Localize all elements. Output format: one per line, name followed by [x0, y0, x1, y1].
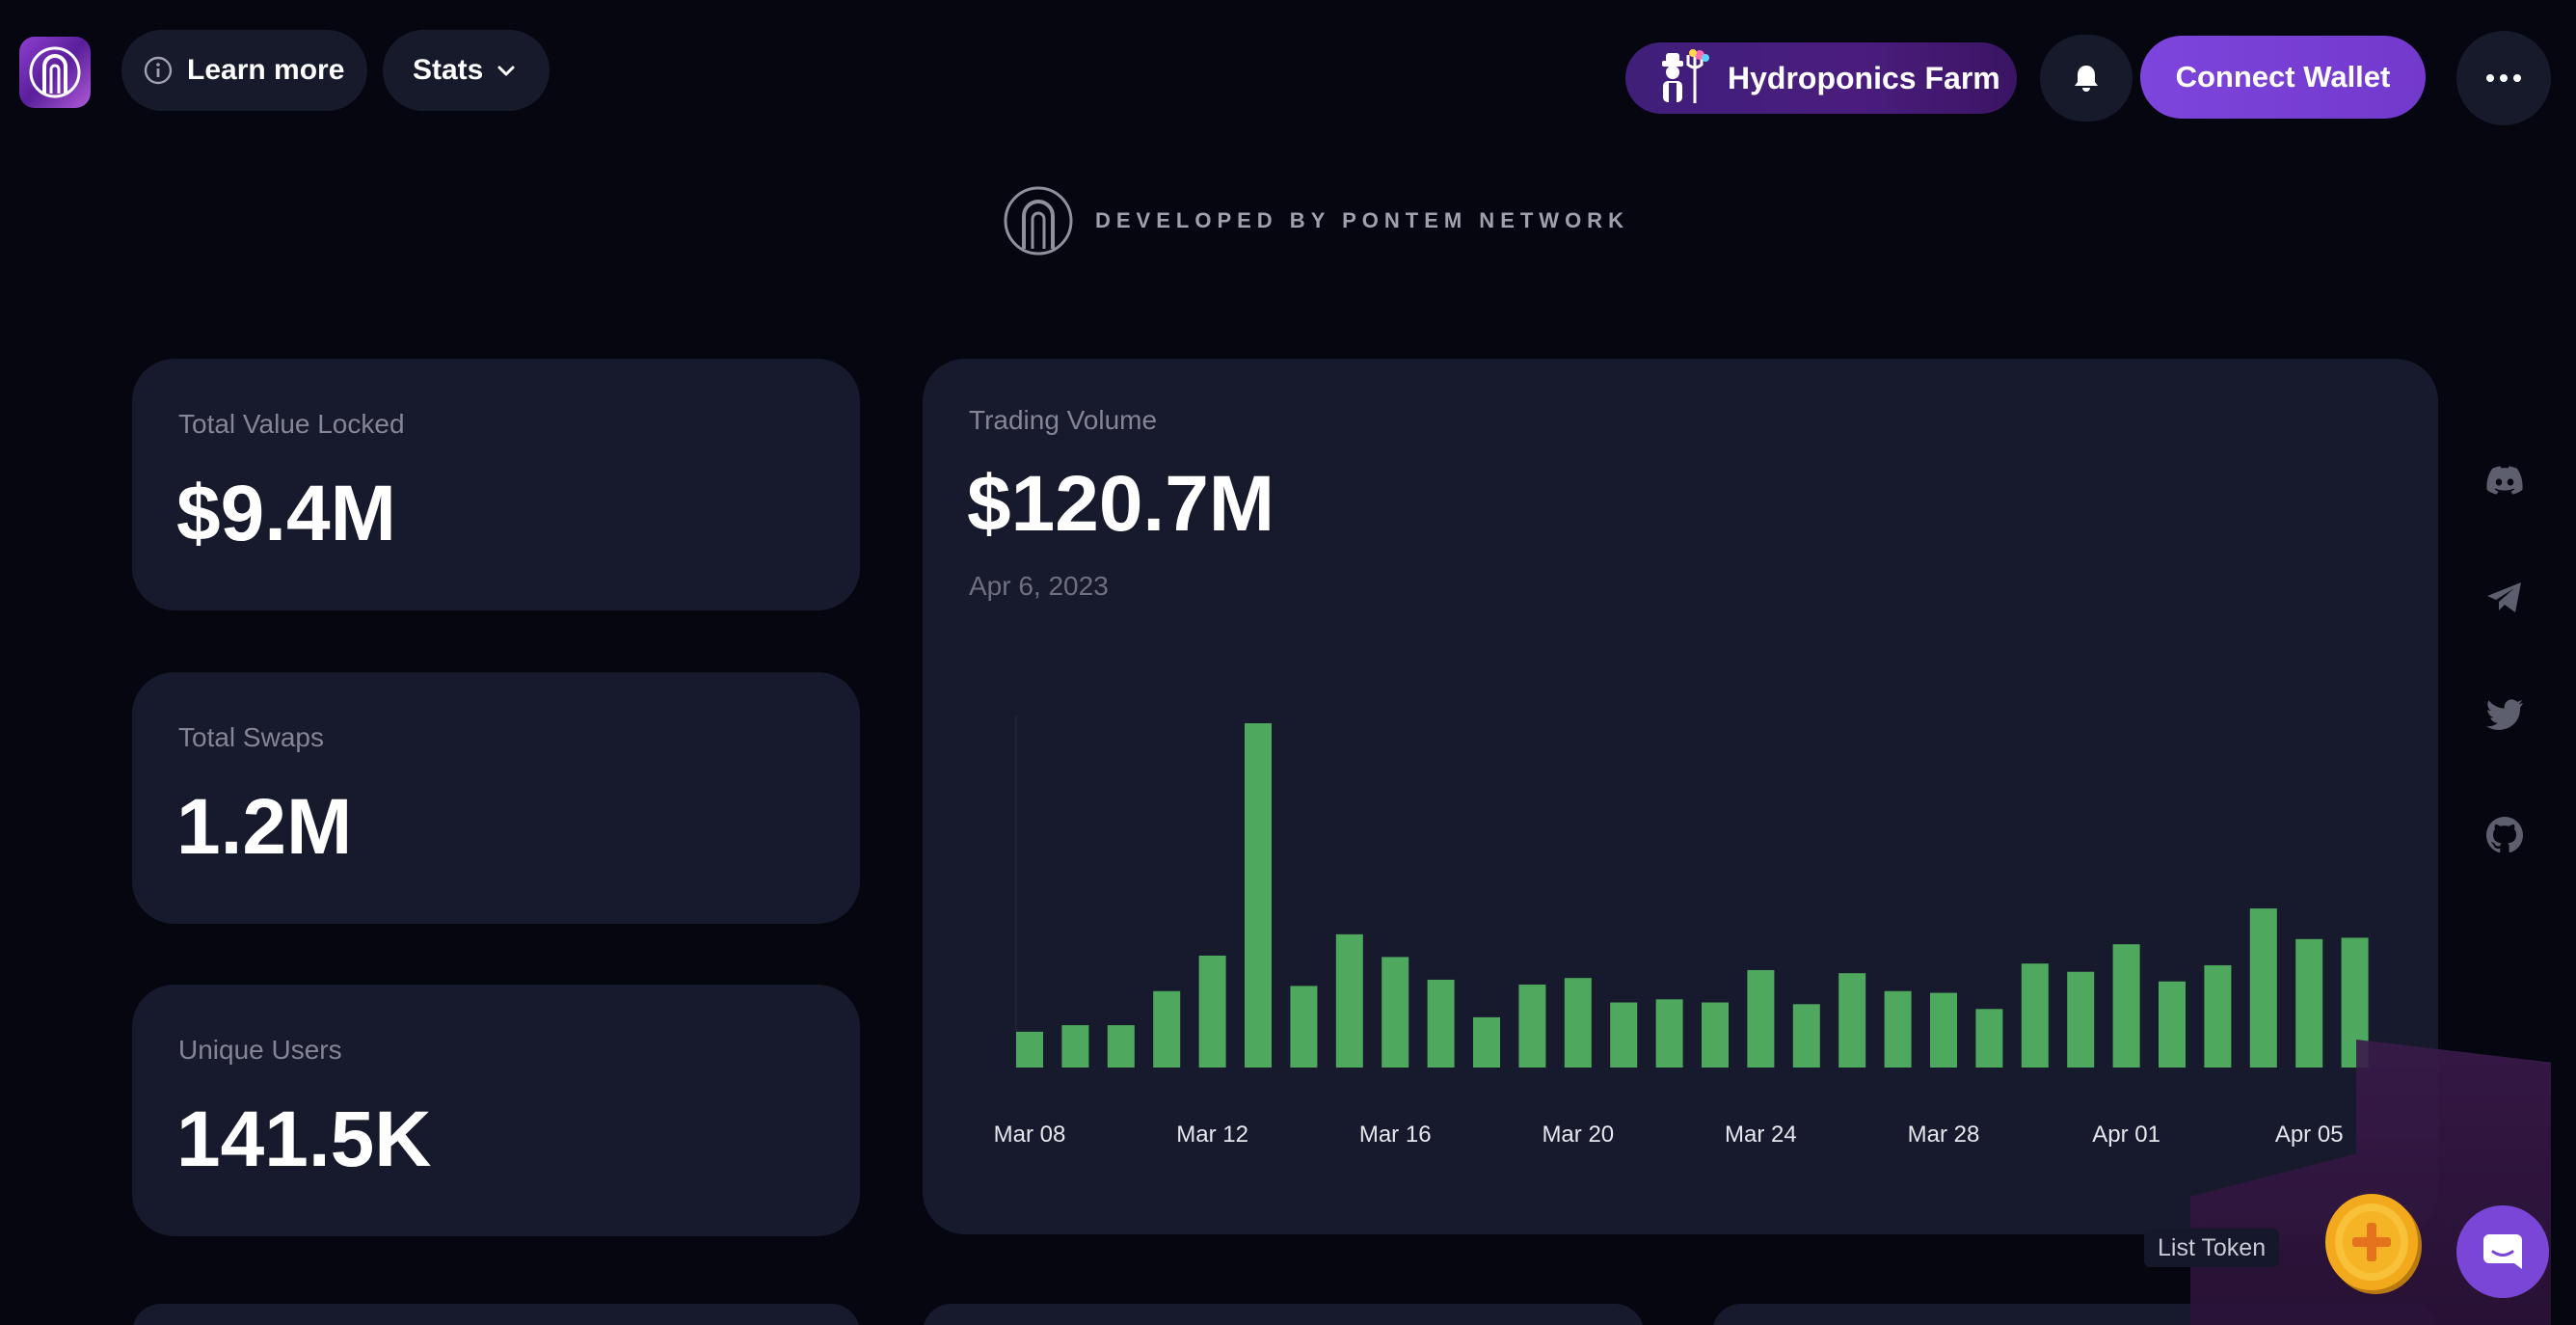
- tvl-card: Total Value Locked $9.4M: [132, 359, 860, 610]
- chart-bar[interactable]: [1198, 955, 1226, 1068]
- pontem-logo-icon: [29, 46, 81, 98]
- chart-bar[interactable]: [2067, 971, 2095, 1068]
- chart-bar[interactable]: [1061, 1025, 1089, 1068]
- list-token-button[interactable]: [2323, 1192, 2424, 1296]
- list-token-label: List Token: [2158, 1233, 2267, 1261]
- x-tick-label: Mar 16: [1359, 1122, 1432, 1148]
- chevron-down-icon: [497, 66, 515, 76]
- pontem-network-logo-icon: [1004, 186, 1073, 256]
- more-menu-button[interactable]: [2456, 31, 2551, 125]
- bottom-card-2: [923, 1304, 1644, 1325]
- chart-bar[interactable]: [1930, 992, 1957, 1068]
- x-tick-label: Mar 08: [994, 1122, 1066, 1148]
- x-tick-label: Mar 28: [1908, 1122, 1980, 1148]
- github-icon: [2486, 817, 2523, 853]
- unique-users-label: Unique Users: [178, 1035, 342, 1065]
- stats-dropdown[interactable]: Stats: [383, 30, 550, 111]
- chart-bar[interactable]: [1153, 990, 1181, 1068]
- bottom-card-1: [132, 1304, 860, 1325]
- twitter-icon: [2485, 699, 2523, 730]
- chart-bar[interactable]: [1747, 969, 1775, 1068]
- trading-volume-chart: Mar 08 Mar 12 Mar 16 Mar 20 Mar 24 Mar 28 Apr …: [994, 716, 2369, 1148]
- chart-bar[interactable]: [1610, 1002, 1638, 1068]
- total-swaps-label: Total Swaps: [178, 722, 324, 752]
- x-tick-label: Mar 24: [1725, 1122, 1797, 1148]
- info-icon: [144, 56, 173, 85]
- chart-bar[interactable]: [2112, 944, 2140, 1068]
- gold-coin-plus-icon: [2325, 1194, 2422, 1294]
- notifications-button[interactable]: [2040, 35, 2133, 122]
- hydroponics-farm-button[interactable]: Hydroponics Farm: [1625, 42, 2017, 114]
- chart-bar[interactable]: [1838, 973, 1866, 1068]
- x-tick-label: Apr 01: [2092, 1122, 2160, 1148]
- app-logo[interactable]: [19, 37, 91, 108]
- bell-icon: [2075, 66, 2098, 92]
- discord-link[interactable]: [2485, 461, 2524, 500]
- telegram-link[interactable]: [2485, 579, 2524, 617]
- chart-bar[interactable]: [1702, 1002, 1729, 1068]
- developed-by-banner: DEVELOPED BY PONTEM NETWORK: [1003, 185, 1629, 257]
- chart-bar[interactable]: [1518, 984, 1546, 1068]
- chart-bar[interactable]: [1335, 933, 1363, 1068]
- connect-wallet-button[interactable]: Connect Wallet: [2140, 36, 2426, 119]
- chart-bar[interactable]: [1975, 1009, 2003, 1068]
- total-swaps-value: 1.2M: [176, 783, 353, 871]
- farmer-icon: [1662, 49, 1709, 103]
- tvl-label: Total Value Locked: [178, 409, 405, 439]
- chart-bar[interactable]: [1382, 957, 1409, 1068]
- chart-bar[interactable]: [1427, 979, 1455, 1068]
- unique-users-value: 141.5K: [176, 1095, 432, 1183]
- trading-volume-value: $120.7M: [967, 460, 1275, 548]
- chart-bar[interactable]: [2021, 963, 2049, 1068]
- chart-bar[interactable]: [1564, 978, 1592, 1068]
- trading-volume-card: Mar 08 Mar 12 Mar 16 Mar 20 Mar 24 Mar 28 Apr …: [923, 359, 2438, 1234]
- learn-more-button[interactable]: Learn more: [121, 30, 367, 111]
- x-tick-label: Mar 20: [1542, 1122, 1614, 1148]
- chart-bar[interactable]: [2249, 908, 2277, 1068]
- chart-bar[interactable]: [1290, 986, 1318, 1068]
- telegram-icon: [2487, 582, 2521, 612]
- chart-bar[interactable]: [1016, 1031, 1043, 1068]
- x-tick-label: Mar 12: [1176, 1122, 1248, 1148]
- chart-bar[interactable]: [1792, 1004, 1820, 1068]
- chat-support-button[interactable]: [2456, 1205, 2549, 1298]
- connect-wallet-label: Connect Wallet: [2175, 60, 2391, 94]
- x-tick-label: Apr 05: [2275, 1122, 2344, 1148]
- chart-bar[interactable]: [1473, 1016, 1500, 1068]
- trading-volume-label: Trading Volume: [969, 405, 1158, 435]
- chart-bar[interactable]: [1107, 1025, 1135, 1068]
- total-swaps-card: Total Swaps 1.2M: [132, 672, 860, 924]
- twitter-link[interactable]: [2485, 696, 2524, 735]
- discord-icon: [2486, 466, 2523, 495]
- more-dots-icon: [2486, 74, 2521, 82]
- stats-label: Stats: [413, 54, 484, 86]
- developed-by-text: DEVELOPED BY PONTEM NETWORK: [1095, 208, 1629, 232]
- chart-bar[interactable]: [1245, 723, 1272, 1068]
- chart-bar[interactable]: [2159, 981, 2186, 1068]
- chart-bar[interactable]: [2295, 938, 2323, 1068]
- list-token-tooltip: List Token: [2144, 1229, 2280, 1267]
- github-link[interactable]: [2485, 816, 2524, 854]
- farm-label: Hydroponics Farm: [1728, 60, 2000, 95]
- unique-users-card: Unique Users 141.5K: [132, 985, 860, 1236]
- chart-bar[interactable]: [2204, 964, 2232, 1068]
- tvl-value: $9.4M: [176, 470, 396, 557]
- trading-volume-date: Apr 6, 2023: [969, 571, 1109, 601]
- learn-more-label: Learn more: [187, 54, 345, 86]
- chart-bar[interactable]: [1884, 990, 1912, 1068]
- chat-icon: [2483, 1234, 2522, 1269]
- chart-bar[interactable]: [1655, 999, 1683, 1068]
